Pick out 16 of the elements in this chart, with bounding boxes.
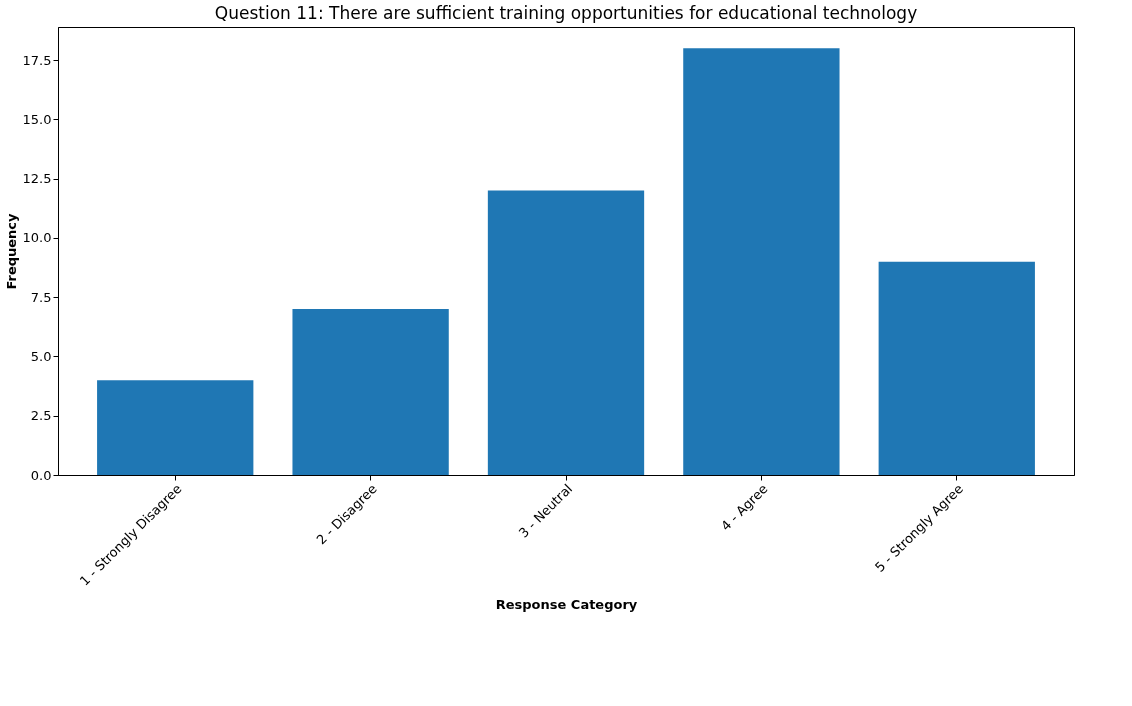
bar	[487, 190, 645, 475]
y-tick-label: 12.5	[22, 171, 52, 187]
y-axis-title: Frequency	[3, 212, 19, 290]
y-tick-label: 15.0	[22, 111, 52, 127]
x-axis-title: Response Category	[495, 596, 638, 612]
y-tick-label: 2.5	[30, 408, 52, 424]
y-tick-label: 7.5	[30, 289, 52, 305]
bar	[683, 48, 840, 475]
y-tick-label: 5.0	[30, 348, 52, 364]
y-tick-label: 0.0	[30, 467, 52, 483]
bar	[878, 261, 1035, 475]
y-tick-label: 17.5	[22, 52, 52, 68]
bar	[97, 380, 254, 475]
y-tick-label: 10.0	[22, 230, 52, 246]
chart-title: Question 11: There are sufficient training opportunities for educational technology	[214, 3, 918, 23]
bar	[292, 309, 449, 475]
